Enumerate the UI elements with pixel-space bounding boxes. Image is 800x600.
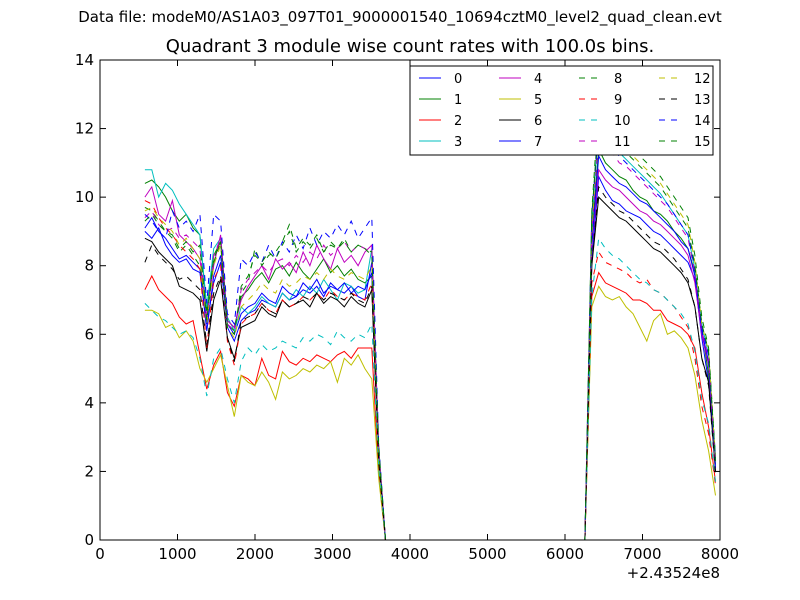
chart-title: Quadrant 3 module wise count rates with … [165, 36, 655, 57]
x-tick-label: 8000 [701, 545, 739, 563]
x-tick-label: 3000 [313, 545, 351, 563]
series-line-6 [144, 195, 716, 541]
series-line-9 [144, 200, 716, 541]
legend-label-11: 11 [614, 135, 631, 150]
legend-label-2: 2 [454, 114, 462, 129]
legend-label-12: 12 [694, 72, 711, 87]
series-line-13 [144, 185, 716, 541]
legend-label-0: 0 [454, 72, 462, 87]
series-line-11 [144, 133, 716, 541]
x-tick-label: 5000 [468, 545, 506, 563]
legend-label-4: 4 [534, 72, 542, 87]
x-tick-label: 1000 [158, 545, 196, 563]
legend-label-8: 8 [614, 72, 622, 87]
series-line-1 [144, 147, 716, 541]
y-tick-label: 10 [75, 188, 94, 206]
series-line-2 [144, 271, 716, 541]
legend-label-3: 3 [454, 135, 462, 150]
legend-box [409, 65, 714, 156]
y-tick-label: 14 [75, 51, 94, 69]
legend-label-14: 14 [694, 114, 711, 129]
x-tick-label: 0 [95, 545, 105, 563]
legend-label-5: 5 [534, 93, 542, 108]
y-tick-label: 2 [84, 462, 94, 480]
x-axis: 0 1000 2000 3000 4000 5000 6000 7000 8000 [95, 60, 739, 563]
legend-label-6: 6 [534, 114, 542, 129]
x-tick-label: 2000 [236, 545, 274, 563]
figure-suptitle: Data file: modeM0/AS1A03_097T01_90000015… [78, 8, 722, 26]
x-offset-label: +2.43524e8 [627, 564, 720, 582]
series-line-12 [144, 109, 716, 541]
legend-label-9: 9 [614, 93, 622, 108]
series-line-10 [144, 236, 716, 541]
y-tick-label: 4 [84, 394, 94, 412]
legend-label-7: 7 [534, 135, 542, 150]
x-tick-label: 4000 [391, 545, 429, 563]
x-tick-label: 6000 [546, 545, 584, 563]
y-tick-label: 8 [84, 257, 94, 275]
legend-label-1: 1 [454, 93, 462, 108]
y-tick-label: 0 [84, 531, 94, 549]
x-tick-label: 7000 [623, 545, 661, 563]
series-line-0 [144, 174, 716, 541]
y-tick-label: 6 [84, 325, 94, 343]
series-layer [144, 102, 716, 541]
y-tick-label: 12 [75, 120, 94, 138]
legend-label-15: 15 [694, 135, 711, 150]
legend-label-13: 13 [694, 93, 711, 108]
legend-label-10: 10 [614, 114, 631, 129]
